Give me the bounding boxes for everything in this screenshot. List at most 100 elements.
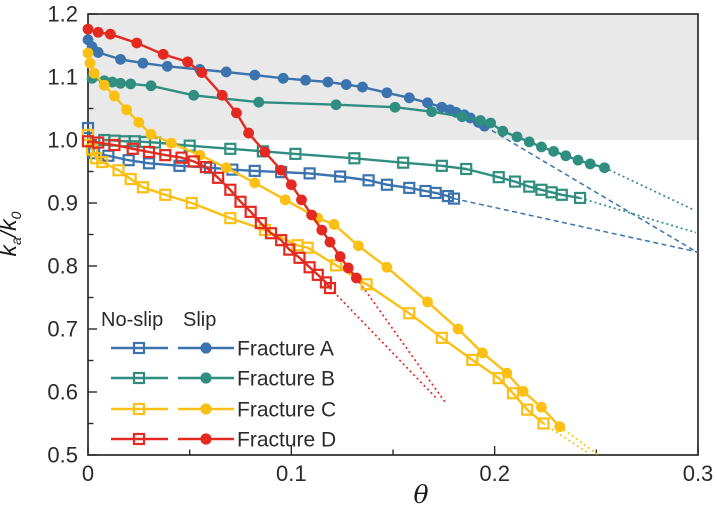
series-line xyxy=(86,134,545,425)
square-marker xyxy=(492,171,505,184)
square-marker xyxy=(435,331,448,344)
square-marker xyxy=(397,156,410,169)
square-marker xyxy=(264,227,278,240)
square-marker xyxy=(403,307,416,320)
circle-marker xyxy=(422,296,433,308)
circle-marker xyxy=(277,72,289,84)
circle-marker xyxy=(157,48,169,60)
circle-marker xyxy=(548,145,560,157)
legend-no-slip-square-marker xyxy=(132,371,146,385)
legend-item-fracture-c: Fracture C xyxy=(111,399,336,422)
circle-marker xyxy=(523,136,535,148)
circle-marker xyxy=(133,116,145,128)
circle-marker xyxy=(477,347,488,359)
legend-slip-circle-marker xyxy=(200,372,212,384)
square-marker xyxy=(244,205,257,218)
square-marker xyxy=(311,268,324,281)
circle-marker xyxy=(194,149,206,161)
circle-marker xyxy=(330,99,342,111)
square-marker xyxy=(142,145,156,159)
legend: Fracture A Fracture B Fracture C Fracture D xyxy=(111,338,336,452)
square-marker xyxy=(466,353,479,366)
square-marker xyxy=(224,212,237,225)
square-marker xyxy=(360,278,373,291)
circle-marker xyxy=(456,111,468,123)
circle-marker xyxy=(322,76,334,88)
legend-slip-circle-marker xyxy=(200,403,212,415)
circle-marker xyxy=(452,323,464,335)
circle-marker xyxy=(161,60,173,72)
y-tick-label: 0.7 xyxy=(47,317,78,342)
circle-marker xyxy=(109,90,120,102)
y-tick-label: 0.9 xyxy=(47,191,78,216)
x-tick-label: 0.1 xyxy=(276,461,307,486)
circle-marker xyxy=(436,101,448,113)
circle-marker xyxy=(137,57,149,69)
square-marker xyxy=(303,261,316,274)
circle-marker xyxy=(536,141,547,153)
circle-marker xyxy=(517,385,529,397)
square-marker xyxy=(329,259,343,272)
circle-marker xyxy=(316,224,328,236)
circle-marker xyxy=(381,87,393,99)
legend-label: Fracture C xyxy=(237,399,336,422)
extension-line-fracture-c-slip xyxy=(559,425,599,456)
circle-marker xyxy=(334,251,346,262)
circle-marker xyxy=(511,131,523,143)
extension-line-fracture-c-no-slip xyxy=(543,422,589,454)
legend-label: Fracture B xyxy=(237,368,335,391)
legend-slip-circle-marker xyxy=(200,342,212,354)
circle-marker xyxy=(353,240,364,252)
y-tick-label: 1.1 xyxy=(47,65,78,90)
y-tick-label: 0.5 xyxy=(47,443,78,468)
circle-marker xyxy=(249,69,261,81)
legend-no-slip-square-marker xyxy=(132,402,146,416)
circle-marker xyxy=(279,194,291,206)
circle-marker xyxy=(188,89,200,101)
legend-item-fracture-b: Fracture B xyxy=(111,368,335,391)
square-marker xyxy=(159,149,172,162)
circle-marker xyxy=(121,104,133,116)
square-marker xyxy=(126,142,139,155)
circle-marker xyxy=(92,47,104,58)
circle-marker xyxy=(501,367,513,379)
square-marker xyxy=(283,243,296,256)
circle-marker xyxy=(599,162,610,174)
circle-marker xyxy=(328,219,340,230)
square-marker xyxy=(323,281,337,295)
circle-marker xyxy=(324,236,336,248)
legend-label: Fracture A xyxy=(237,338,334,361)
circle-marker xyxy=(196,67,208,78)
circle-marker xyxy=(249,177,261,189)
circle-marker xyxy=(426,106,438,118)
circle-marker xyxy=(104,28,116,40)
circle-marker xyxy=(403,92,415,104)
circle-marker xyxy=(243,127,255,139)
square-marker xyxy=(136,181,149,194)
square-marker xyxy=(429,186,442,200)
circle-marker xyxy=(275,164,287,176)
x-axis-label: θ xyxy=(413,480,428,509)
circle-marker xyxy=(131,37,143,49)
legend-item-fracture-a: Fracture A xyxy=(111,338,334,361)
chart-layers: 0 0.1 0.2 0.3 0.5 0.6 0.7 0.8 0.9 1.0 1.1 1.2 xyxy=(47,2,713,487)
square-marker xyxy=(555,188,568,201)
series-fracture-c-no-slip xyxy=(81,128,550,430)
circle-marker xyxy=(82,23,94,35)
square-marker xyxy=(199,160,213,174)
extension-line-fracture-d-slip xyxy=(355,277,447,404)
square-marker xyxy=(523,180,536,193)
circle-marker xyxy=(145,80,157,92)
square-marker xyxy=(508,175,522,188)
circle-marker xyxy=(98,79,110,91)
legend-no-slip-square-marker xyxy=(132,341,146,355)
circle-marker xyxy=(165,137,177,149)
square-marker xyxy=(303,167,316,180)
circle-marker xyxy=(115,53,126,65)
legend-header-no-slip: No-slip xyxy=(101,309,163,331)
circle-marker xyxy=(92,26,104,38)
circle-marker xyxy=(351,272,362,284)
circle-marker xyxy=(572,154,584,166)
circle-marker xyxy=(306,209,318,221)
